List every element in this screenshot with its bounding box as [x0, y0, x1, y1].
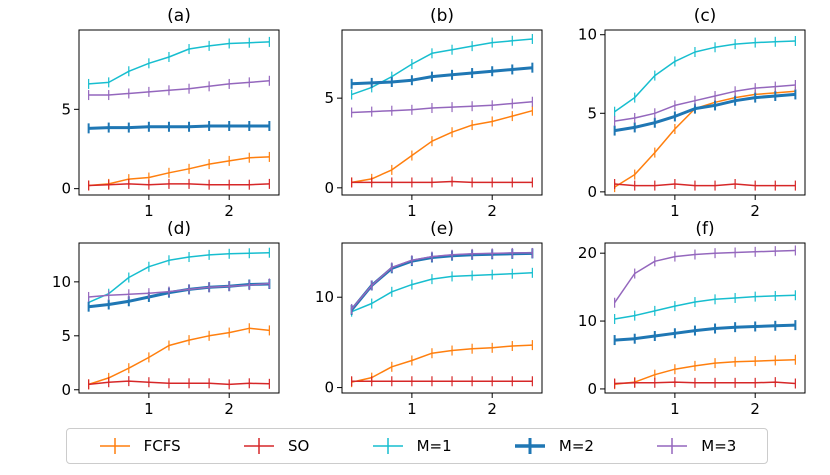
panel-f-series-so	[614, 381, 796, 385]
panel-d-series-m3	[88, 282, 270, 298]
panel-a-series-m1	[88, 41, 270, 85]
panel-e-title: (e)	[430, 219, 454, 239]
panel-c-series-so	[614, 183, 796, 187]
panel-c-frame	[604, 29, 806, 196]
panel-e-series-fcfs	[351, 344, 533, 383]
panel-a-series-fcfs	[88, 156, 270, 187]
legend-label-so: SO	[287, 437, 310, 455]
panel-e-frame	[341, 242, 543, 394]
panel-f-series-m2	[614, 323, 796, 342]
panel-b-series-fcfs	[351, 109, 533, 184]
legend: FCFS SO M=1 M=2 M=3	[66, 428, 768, 464]
legend-label-m3: M=3	[701, 437, 737, 455]
panel-d-series-fcfs	[88, 327, 270, 386]
panel-c-ytick-label: 10	[578, 26, 597, 44]
panel-d-frame	[78, 242, 280, 394]
panel-d-xtick-label: 1	[144, 400, 154, 418]
panel-f: (f) 0 10 20 1 2	[578, 219, 806, 418]
legend-item-m1: M=1	[371, 436, 452, 456]
legend-swatch-so	[243, 438, 274, 454]
panel-f-series-m1	[614, 294, 796, 320]
panel-c-xtick-label: 2	[750, 202, 760, 220]
panel-e-xtick-label: 1	[407, 400, 417, 418]
panel-b-xtick-label: 1	[407, 202, 417, 220]
panel-a-xtick-label: 1	[144, 202, 154, 220]
legend-swatch-m1	[372, 438, 403, 454]
panel-e-series-m3	[351, 252, 533, 310]
legend-swatch-m2	[514, 438, 545, 454]
panel-c-series-m3	[614, 84, 796, 122]
panel-f-series-m3	[613, 249, 796, 304]
panel-a-series-so	[88, 183, 270, 187]
panel-b-xtick-label: 2	[487, 202, 497, 220]
panel-f-xtick-label: 2	[750, 400, 760, 418]
legend-label-fcfs: FCFS	[143, 437, 181, 455]
panel-a-title: (a)	[167, 6, 191, 26]
panel-e-series-m2	[350, 251, 533, 311]
panel-c-series-m1	[614, 40, 796, 113]
legend-label-m2: M=2	[558, 437, 594, 455]
panel-b-title: (b)	[430, 6, 454, 26]
panel-e: (e) 0 10 1 2	[315, 219, 543, 418]
panel-c-series-fcfs	[614, 90, 796, 188]
panel-b-series-m2	[351, 66, 533, 86]
legend-item-m3: M=3	[655, 436, 736, 456]
panel-a-series-m3	[88, 80, 270, 96]
legend-item-so: SO	[242, 436, 309, 456]
panel-f-xtick-label: 1	[670, 400, 680, 418]
panel-b-series-m1	[351, 38, 533, 96]
panel-c-series-m2	[614, 92, 796, 133]
legend-swatch-fcfs	[99, 438, 130, 454]
panel-d-ytick-label: 0	[61, 381, 71, 399]
panel-b-ytick-label: 5	[324, 89, 334, 107]
panel-b-ytick-label: 0	[324, 179, 334, 197]
panel-c-ytick-label: 5	[587, 104, 597, 122]
legend-label-m1: M=1	[416, 437, 452, 455]
panel-e-ytick-label: 0	[324, 379, 334, 397]
panel-d: (d) 0 5 10 1 2	[52, 219, 280, 418]
panel-b: (b) 0 5 1 2	[324, 6, 543, 220]
panel-a-xtick-label: 2	[224, 202, 234, 220]
panel-c-title: (c)	[694, 6, 717, 26]
panel-f-frame	[604, 242, 806, 394]
panel-f-ytick-label: 0	[587, 380, 597, 398]
panel-b-series-so	[351, 180, 533, 184]
panel-a-series-m2	[88, 124, 270, 130]
panel-d-series-m1	[88, 251, 270, 304]
panel-b-frame	[341, 29, 543, 196]
panel-a: (a) 0 5 1 2	[61, 6, 280, 220]
panel-c: (c) 0 5 10 1 2	[578, 6, 806, 220]
panel-d-title: (d)	[167, 219, 191, 239]
panel-f-ytick-label: 10	[578, 312, 597, 330]
legend-item-m2: M=2	[513, 436, 594, 456]
panel-f-series-fcfs	[614, 358, 796, 385]
panel-e-series-m1	[351, 272, 533, 313]
panel-f-ytick-label: 20	[578, 244, 597, 262]
legend-swatch-m3	[657, 438, 688, 454]
legend-item-fcfs: FCFS	[98, 436, 181, 456]
panel-c-xtick-label: 1	[670, 202, 680, 220]
panel-b-series-m3	[351, 100, 533, 114]
panel-d-ytick-label: 10	[52, 273, 71, 291]
panel-e-xtick-label: 2	[487, 400, 497, 418]
panel-a-ytick-label: 0	[61, 180, 71, 198]
panel-e-ytick-label: 10	[315, 288, 334, 306]
panel-f-title: (f)	[695, 219, 714, 239]
panel-a-ytick-label: 5	[61, 100, 71, 118]
panel-d-xtick-label: 2	[224, 400, 234, 418]
panel-a-frame	[78, 29, 280, 196]
panel-d-series-so	[88, 380, 270, 386]
panel-c-ytick-label: 0	[587, 183, 597, 201]
panel-d-ytick-label: 5	[61, 327, 71, 345]
